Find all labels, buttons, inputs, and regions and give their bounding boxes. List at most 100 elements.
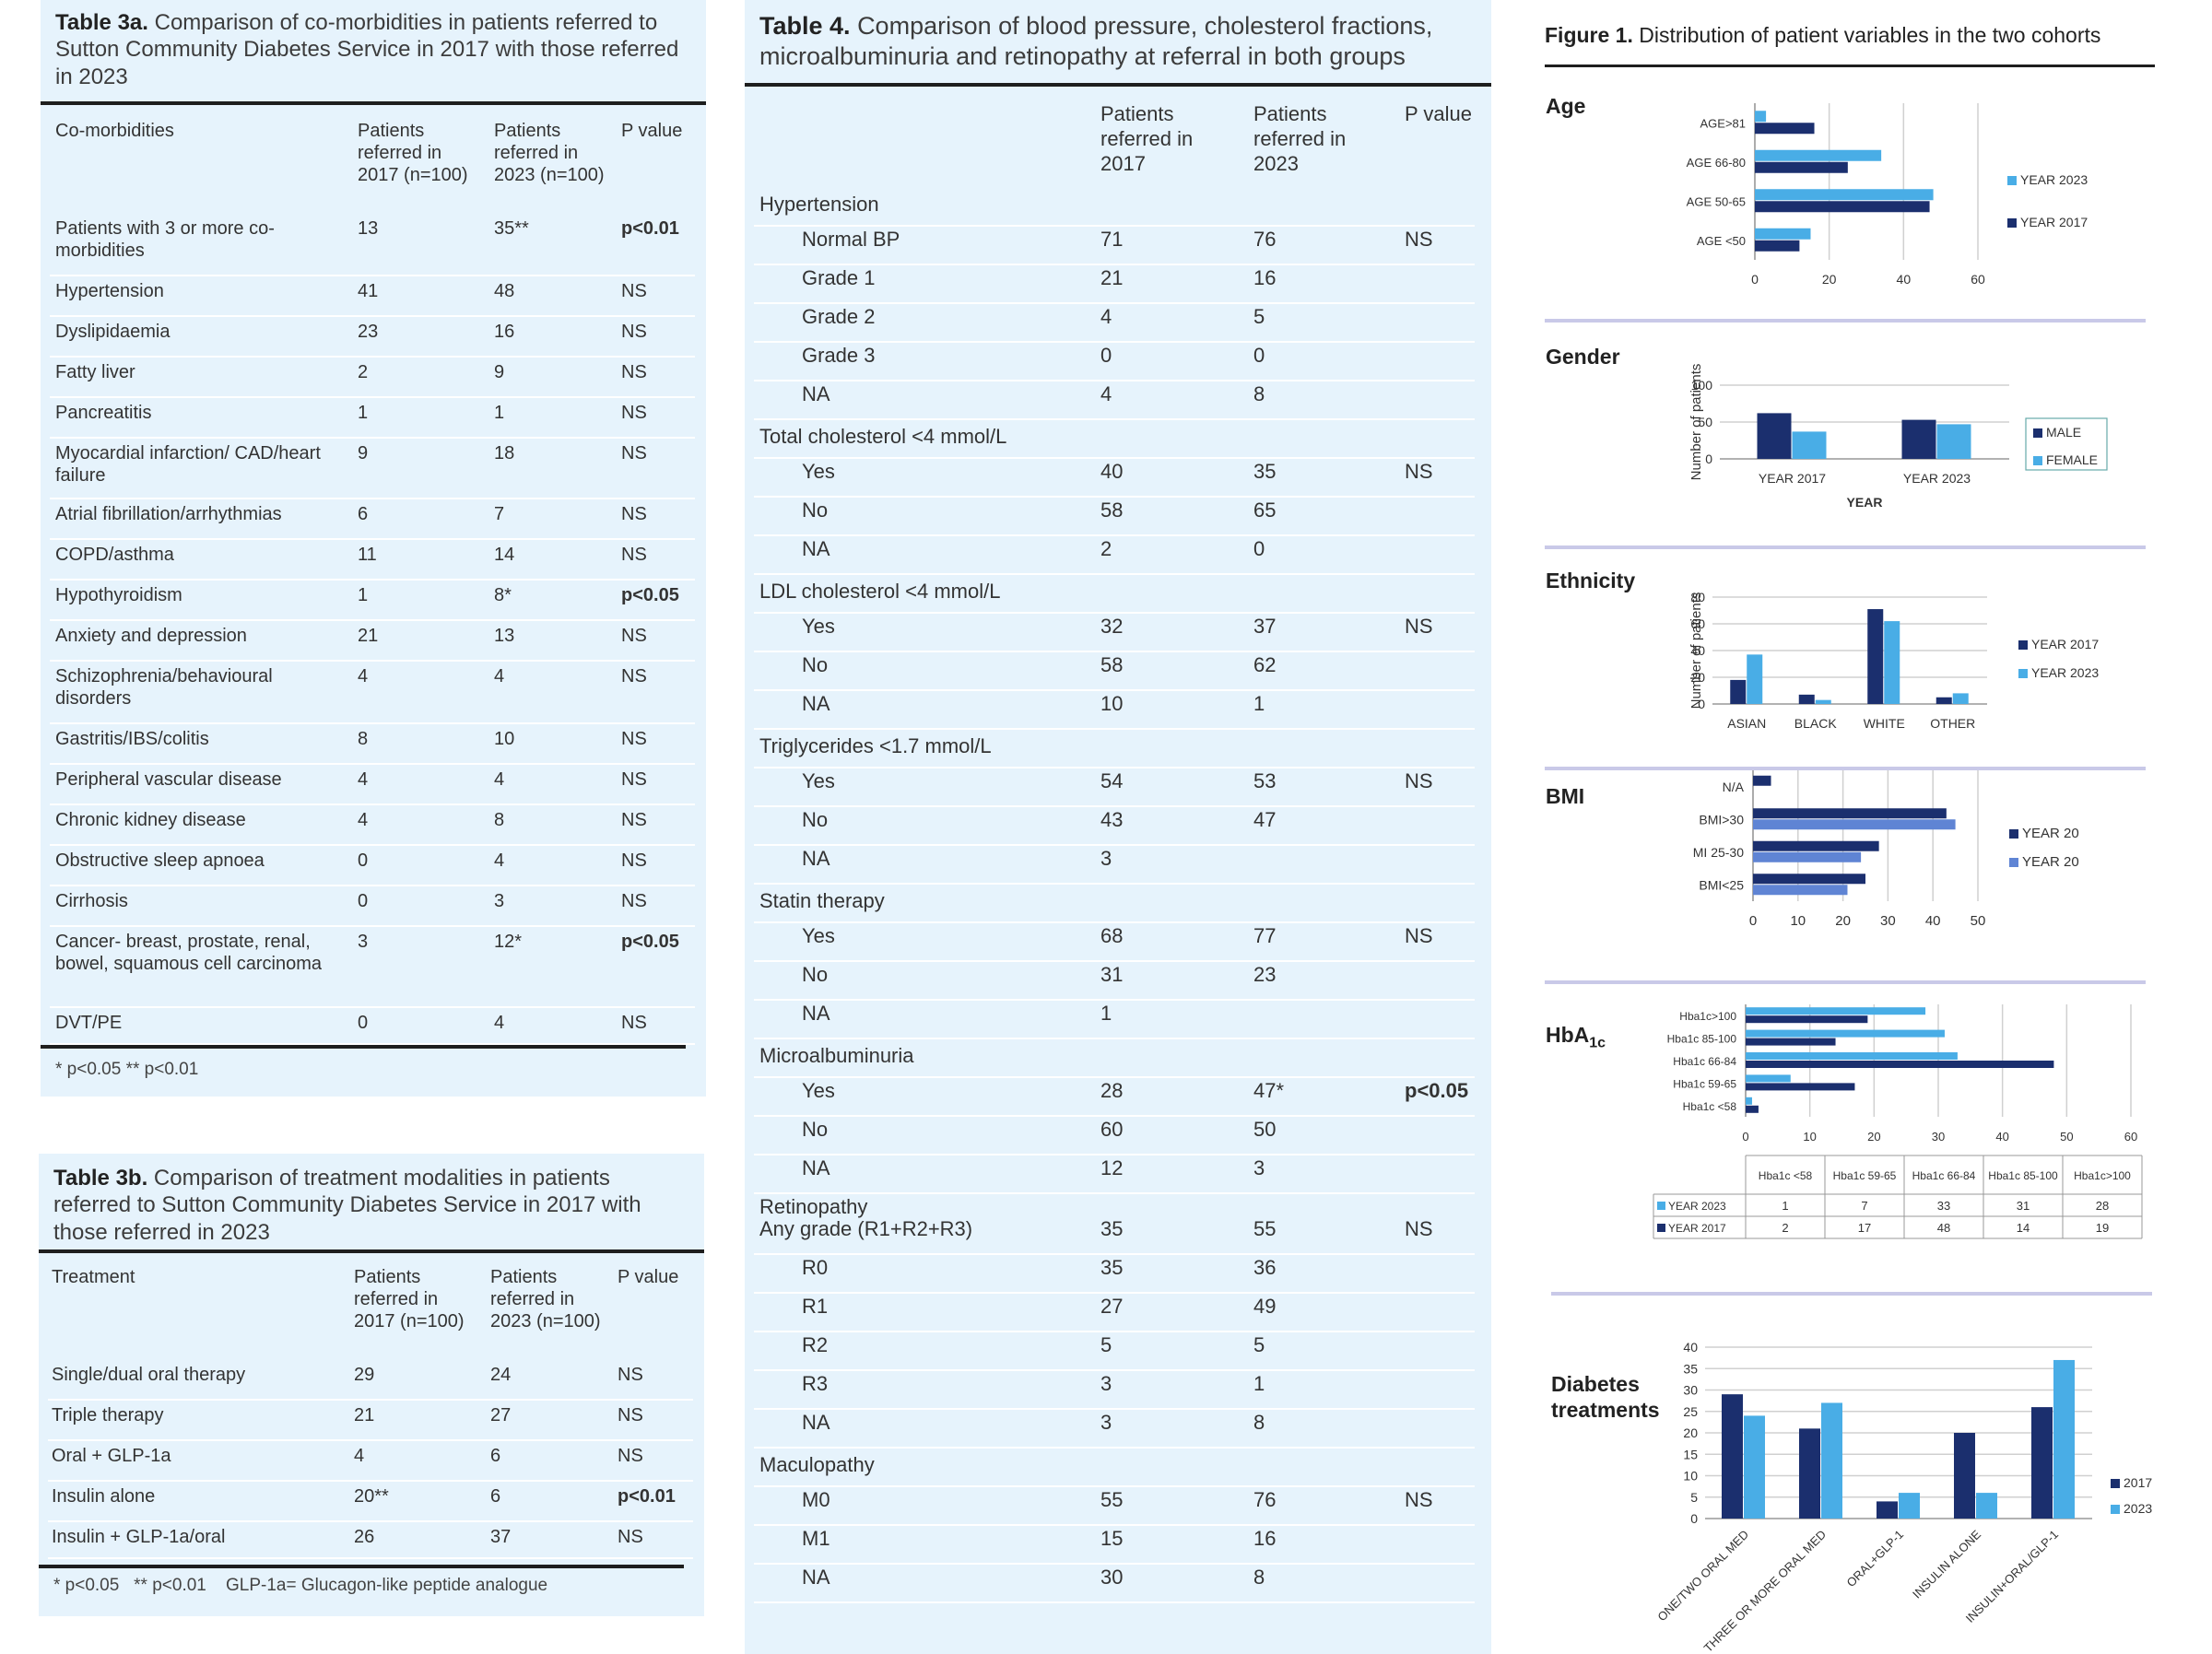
tick-label: 35 xyxy=(1683,1361,1698,1376)
table-3b-caption-text: Comparison of treatment modalities in pa… xyxy=(53,1166,641,1245)
row-label: NA xyxy=(802,382,830,405)
category-label: INSULIN+ORAL/GLP-1 xyxy=(1963,1528,2061,1625)
legend-swatch xyxy=(2009,858,2018,867)
value-2023: 8 xyxy=(494,810,505,830)
category-label: BLACK xyxy=(1794,716,1838,731)
value-2017: 0 xyxy=(358,850,369,871)
row-divider xyxy=(754,1253,1475,1255)
column-header: Patients referred in 2017 (n=100) xyxy=(358,121,468,185)
p-value: NS xyxy=(621,1013,647,1033)
p-value: NS xyxy=(618,1365,643,1385)
table-row: Patients with 3 or more co-morbidities 13… xyxy=(41,217,706,276)
table-row: NA 12 3 xyxy=(745,1155,1491,1194)
tick-label: 20 xyxy=(1690,670,1705,685)
value-2017: 3 xyxy=(1100,1411,1112,1434)
table-row: No 58 65 xyxy=(745,498,1491,536)
table-row: Hypertension 41 48 NS xyxy=(41,280,706,317)
bar-year-2023 xyxy=(1746,1052,1958,1060)
row-label: DVT/PE xyxy=(55,1013,123,1033)
row-divider xyxy=(754,728,1475,730)
tick-label: 80 xyxy=(1690,590,1705,604)
column-header: Patients referred in 2017 (n=100) xyxy=(354,1267,465,1331)
legend-swatch xyxy=(2007,176,2017,185)
column-header: P value xyxy=(618,1267,679,1287)
row-divider xyxy=(754,1563,1475,1565)
value-2017: 32 xyxy=(1100,615,1124,638)
table-3a-caption: Table 3a. Comparison of co-morbidities i… xyxy=(55,9,700,90)
table-row: Pancreatitis 1 1 NS xyxy=(41,402,706,439)
tick-label: 20 xyxy=(1822,272,1837,287)
row-label: Single/dual oral therapy xyxy=(52,1365,246,1385)
table-4-top-rule xyxy=(745,83,1491,87)
row-divider xyxy=(754,805,1475,807)
legend-swatch xyxy=(2018,669,2028,678)
table-row: Cirrhosis 0 3 NS xyxy=(41,890,706,927)
value-2017: 35 xyxy=(1100,1256,1124,1279)
row-sublabel: Any grade (R1+R2+R3) xyxy=(759,1217,973,1240)
row-label: Anxiety and depression xyxy=(55,626,247,646)
value-2017: 54 xyxy=(1100,769,1124,792)
value-2017: 30 xyxy=(1100,1566,1124,1589)
category-label: AGE 66-80 xyxy=(1687,156,1746,170)
row-divider xyxy=(50,538,695,540)
p-value: NS xyxy=(621,626,647,646)
column-header: P value xyxy=(1405,102,1472,125)
p-value: NS xyxy=(621,666,647,686)
row-label: COPD/asthma xyxy=(55,545,174,565)
value-2023: 4 xyxy=(494,1013,505,1033)
row-label: R1 xyxy=(802,1295,829,1318)
row-label: Yes xyxy=(802,615,835,638)
row-divider xyxy=(50,722,695,724)
value-2017: 10 xyxy=(1100,692,1124,715)
treatments-section-label: Diabetes treatments xyxy=(1551,1372,1660,1422)
group-row: Total cholesterol <4 mmol/L xyxy=(745,420,1491,459)
row-label: Oral + GLP-1a xyxy=(52,1446,171,1466)
row-divider xyxy=(754,689,1475,691)
row-label: NA xyxy=(802,1566,830,1589)
row-label: No xyxy=(802,499,829,522)
table-row: Normal BP 71 76 NS xyxy=(745,227,1491,265)
table-row: Cancer- breast, prostate, renal, bowel, … xyxy=(41,931,706,1008)
row-divider xyxy=(754,767,1475,768)
p-value: NS xyxy=(1405,615,1433,638)
row-divider xyxy=(50,275,695,276)
row-label: R3 xyxy=(802,1372,829,1395)
bar-year-2017 xyxy=(1746,1038,1836,1046)
p-value: p<0.01 xyxy=(621,218,679,239)
value-2023: 47 xyxy=(1253,808,1277,831)
table-3b-panel: Table 3b. Comparison of treatment modali… xyxy=(39,1154,704,1616)
column-header: Patients referred in 2017 xyxy=(1100,102,1194,175)
value-2017: 3 xyxy=(1100,847,1112,870)
tick-label: 15 xyxy=(1683,1447,1698,1461)
p-value: NS xyxy=(621,322,647,342)
group-row: LDL cholesterol <4 mmol/L xyxy=(745,575,1491,614)
table-row: Peripheral vascular disease 4 4 NS xyxy=(41,768,706,805)
group-row: Microalbuminuria xyxy=(745,1039,1491,1078)
category-label: YEAR 2017 xyxy=(1759,471,1826,486)
table-row: Insulin + GLP-1a/oral 26 37 NS xyxy=(39,1526,704,1559)
value-2017: 58 xyxy=(1100,653,1124,676)
value-2023: 1 xyxy=(494,403,505,423)
table-row: No 43 47 xyxy=(745,807,1491,846)
bar-year-2023 xyxy=(1755,228,1811,240)
value-2023: 1 xyxy=(1253,1372,1265,1395)
row-divider xyxy=(754,496,1475,498)
row-label: NA xyxy=(802,847,830,870)
table-row: Oral + GLP-1a 4 6 NS xyxy=(39,1445,704,1482)
value-2023: 0 xyxy=(1253,344,1265,367)
row-divider xyxy=(754,1408,1475,1410)
row-divider xyxy=(754,921,1475,923)
table-3b-label: Table 3b. xyxy=(53,1166,148,1191)
row-label: Cancer- breast, prostate, renal, bowel, … xyxy=(55,932,323,974)
bar-year-2023 xyxy=(1755,189,1934,201)
y-axis-label: Number of patients xyxy=(1688,592,1704,710)
hba1c-section-label: HbA1c xyxy=(1546,1023,1606,1052)
category-label: THREE OR MORE ORAL MED xyxy=(1701,1528,1829,1654)
tick-label: 30 xyxy=(1683,1383,1698,1398)
value-2023: 4 xyxy=(494,850,505,871)
tick-label: 40 xyxy=(1690,643,1705,658)
table-cell: 33 xyxy=(1937,1199,1950,1213)
group-row: Statin therapy xyxy=(745,885,1491,923)
value-2023: 77 xyxy=(1253,924,1277,947)
row-label: Yes xyxy=(802,769,835,792)
